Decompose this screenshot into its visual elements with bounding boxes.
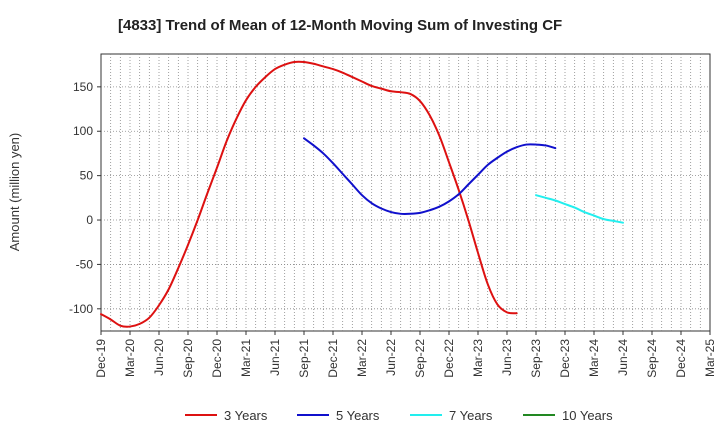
x-axis: Dec-19 Mar-20 Jun-20 Sep-20 Dec-20 Mar-21 Jun-… [94,331,717,378]
y-tick-label: 50 [80,169,94,183]
x-tick-label: Jun-21 [268,339,282,376]
x-tick-label: Mar-24 [587,339,601,377]
x-tick-label: Dec-22 [442,339,456,378]
x-tick-label: Jun-23 [500,339,514,376]
legend-label: 3 Years [224,408,268,423]
legend: 3 Years 5 Years 7 Years 10 Years [185,408,613,423]
legend-label: 7 Years [449,408,493,423]
x-tick-label: Sep-22 [413,339,427,378]
x-tick-label: Dec-23 [558,339,572,378]
plot-area [100,53,711,332]
x-tick-label: Dec-19 [94,339,108,378]
x-tick-label: Mar-25 [703,339,717,377]
x-tick-label: Dec-24 [674,339,688,378]
x-tick-label: Mar-21 [239,339,253,377]
y-axis-label: Amount (million yen) [7,133,22,252]
x-tick-label: Dec-20 [210,339,224,378]
y-tick-label: 150 [73,80,93,94]
x-tick-label: Jun-20 [152,339,166,376]
series-line-0 [100,60,518,328]
y-tick-label: -50 [76,257,94,271]
legend-label: 5 Years [336,408,380,423]
x-tick-label: Jun-24 [616,339,630,376]
series-line-1 [303,137,557,215]
y-tick-label: 0 [86,213,93,227]
x-tick-label: Mar-22 [355,339,369,377]
x-tick-label: Sep-24 [645,339,659,378]
x-tick-label: Dec-21 [326,339,340,378]
y-axis: 150 100 50 0 -50 -100 [69,80,101,316]
x-tick-label: Jun-22 [384,339,398,376]
series-lines [100,60,624,328]
x-tick-label: Sep-20 [181,339,195,378]
chart-title: [4833] Trend of Mean of 12-Month Moving … [118,17,562,34]
y-tick-label: -100 [69,302,93,316]
x-tick-label: Mar-20 [123,339,137,377]
x-tick-label: Mar-23 [471,339,485,377]
x-tick-label: Sep-23 [529,339,543,378]
x-tick-label: Sep-21 [297,339,311,378]
series-line-2 [535,194,624,224]
y-tick-label: 100 [73,124,93,138]
legend-label: 10 Years [562,408,613,423]
